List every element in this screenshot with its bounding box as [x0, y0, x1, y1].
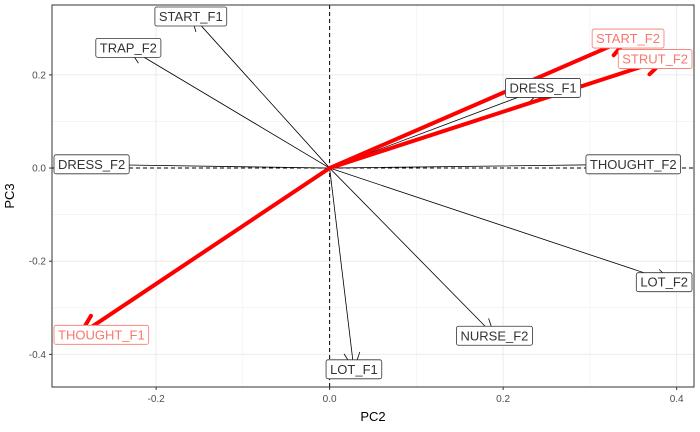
vector-line	[327, 36, 631, 171]
vector-line	[127, 47, 331, 169]
y-axis: -0.4 -0.2 0.0 0.2	[29, 70, 52, 361]
label-text: LOT_F1	[330, 362, 378, 377]
label-text: STRUT_F2	[622, 52, 688, 67]
vector-start-f1	[190, 13, 331, 169]
label-dress-f1: DRESS_F1	[505, 78, 582, 98]
label-trap-f2: TRAP_F2	[95, 37, 162, 58]
label-nurse-f2: NURSE_F2	[456, 325, 533, 346]
label-box	[591, 28, 665, 49]
y-tick-label: 0.2	[32, 70, 46, 81]
x-axis-title: PC2	[360, 409, 385, 424]
label-box	[617, 49, 693, 69]
label-box	[325, 359, 383, 380]
x-tick-label: 0.4	[670, 394, 684, 405]
vector-line	[329, 163, 634, 169]
vector-line	[190, 13, 331, 169]
label-strut-f2: STRUT_F2	[617, 49, 693, 69]
vector-strut-f2	[327, 54, 668, 171]
label-text: START_F2	[596, 31, 660, 46]
vector-line	[329, 167, 355, 370]
vector-line	[77, 166, 332, 337]
vector-line	[327, 57, 668, 171]
vector-thought-f1	[77, 166, 332, 337]
label-dress-f2: DRESS_F2	[53, 154, 130, 175]
vector-labels: START_F1 TRAP_F2 DRESS_F2 DRESS_F1 THOUGHT_F…	[53, 6, 693, 380]
x-axis: -0.2 0.0 0.2 0.4	[147, 387, 684, 405]
label-lot-f2: LOT_F2	[635, 272, 693, 293]
label-box	[53, 324, 150, 345]
y-tick-label: 0.0	[32, 164, 46, 175]
label-text: DRESS_F2	[58, 157, 125, 172]
label-box	[456, 325, 533, 346]
vector-lot-f2	[329, 167, 673, 285]
x-tick-label: 0.2	[496, 394, 510, 405]
label-text: DRESS_F1	[509, 80, 576, 95]
label-text: NURSE_F2	[460, 328, 528, 343]
x-tick-label: -0.2	[147, 394, 165, 405]
label-text: TRAP_F2	[100, 40, 157, 55]
label-thought-f1: THOUGHT_F1	[53, 324, 150, 345]
vector-nurse-f2	[329, 167, 495, 337]
label-text: START_F1	[159, 9, 223, 24]
y-axis-title: PC3	[2, 183, 17, 208]
y-tick-label: -0.2	[29, 257, 47, 268]
label-box	[505, 78, 582, 98]
label-box	[95, 37, 162, 58]
y-tick-label: -0.4	[29, 350, 47, 361]
label-text: THOUGHT_F1	[58, 327, 145, 342]
panel-border	[51, 4, 695, 388]
vector-line	[329, 167, 673, 283]
label-box	[585, 154, 682, 175]
label-box	[635, 272, 693, 293]
label-text: THOUGHT_F2	[590, 157, 677, 172]
vector-lot-f1	[329, 167, 361, 370]
label-text: LOT_F2	[640, 275, 688, 290]
loading-vectors	[77, 13, 673, 370]
x-tick-label: 0.0	[323, 394, 337, 405]
label-box	[154, 6, 228, 27]
vector-line	[329, 167, 495, 337]
label-box	[53, 154, 130, 175]
label-thought-f2: THOUGHT_F2	[585, 154, 682, 175]
label-lot-f1: LOT_F1	[325, 359, 383, 380]
label-start-f2: START_F2	[591, 28, 665, 49]
label-start-f1: START_F1	[154, 6, 228, 27]
vector-start-f2	[327, 35, 631, 171]
vector-trap-f2	[127, 47, 331, 169]
